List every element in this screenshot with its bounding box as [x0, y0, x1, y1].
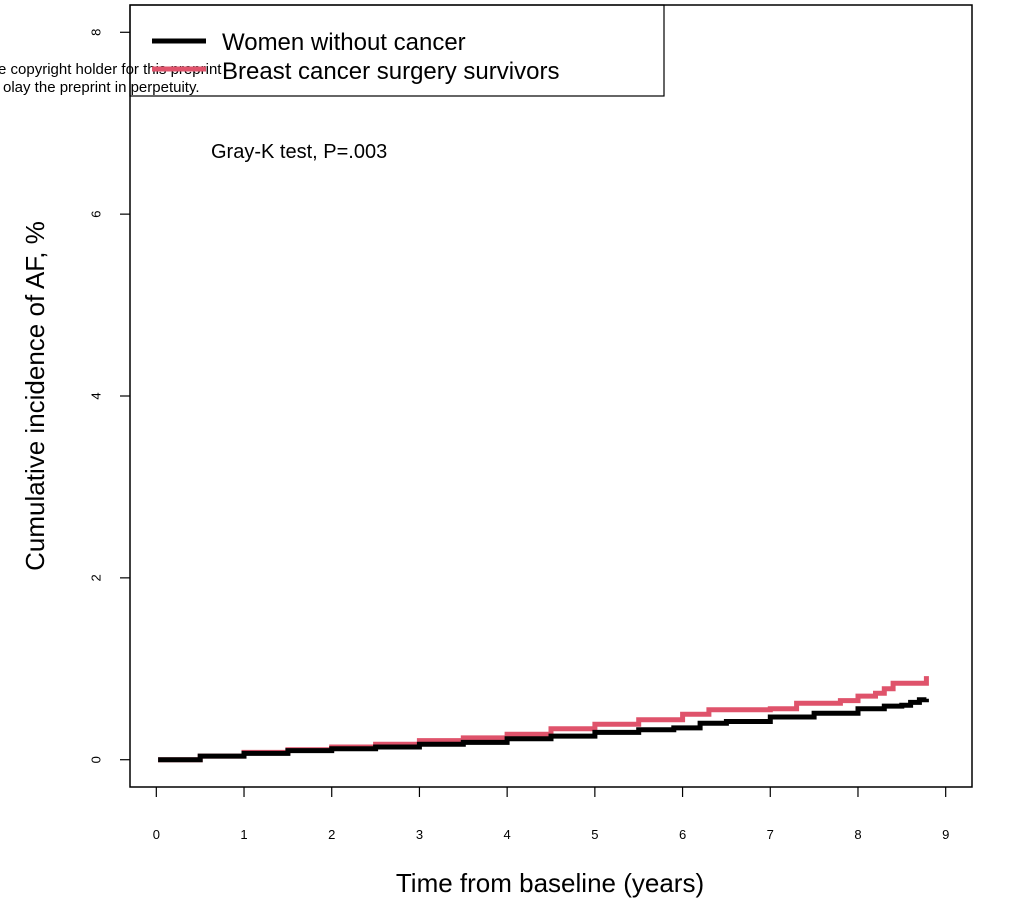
y-tick-label-4: 4 [88, 392, 103, 399]
x-tick-label-3: 3 [416, 827, 423, 842]
x-tick-label-7: 7 [767, 827, 774, 842]
y-tick-label-0: 0 [88, 756, 103, 763]
x-tick-label-8: 8 [854, 827, 861, 842]
y-axis: 0 2 4 6 8 [88, 29, 130, 764]
x-tick-label-2: 2 [328, 827, 335, 842]
y-tick-label-2: 2 [88, 574, 103, 581]
x-tick-label-0: 0 [153, 827, 160, 842]
x-tick-label-1: 1 [240, 827, 247, 842]
plot-frame [130, 5, 972, 787]
watermark-line-2: olay the preprint in perpetuity. [3, 79, 200, 96]
x-tick-label-9: 9 [942, 827, 949, 842]
legend-label-women-without-cancer: Women without cancer [222, 29, 466, 56]
legend-label-breast-cancer-survivors: Breast cancer surgery survivors [222, 58, 559, 85]
x-axis: 0 1 2 3 4 5 6 7 8 9 [153, 787, 950, 842]
x-axis-title: Time from baseline (years) [396, 868, 704, 898]
y-tick-label-8: 8 [88, 29, 103, 36]
x-tick-label-5: 5 [591, 827, 598, 842]
x-tick-label-6: 6 [679, 827, 686, 842]
y-tick-label-6: 6 [88, 211, 103, 218]
series-layer [158, 676, 926, 760]
x-tick-label-4: 4 [504, 827, 511, 842]
test-annotation: Gray-K test, P=.003 [211, 141, 387, 163]
y-axis-title: Cumulative incidence of AF, % [20, 221, 50, 571]
